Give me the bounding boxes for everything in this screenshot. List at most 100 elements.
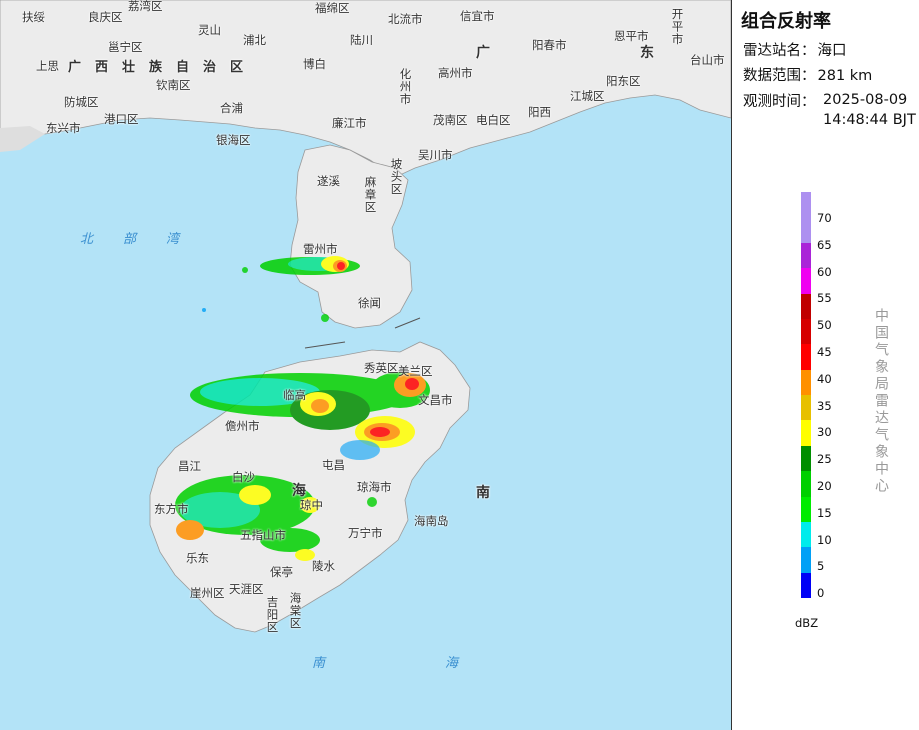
product-title: 组合反射率 xyxy=(741,11,831,32)
place-label: 高州市 xyxy=(438,66,473,80)
legend-swatch xyxy=(801,242,811,269)
legend-swatch xyxy=(801,547,811,573)
legend-unit: dBZ xyxy=(795,616,819,630)
place-label: 信宜市 xyxy=(460,9,495,23)
guangdong-char-2: 东 xyxy=(640,45,654,61)
place-label: 良庆区 xyxy=(88,10,123,24)
leizhou-peninsula xyxy=(289,144,413,329)
place-label: 昌江 xyxy=(178,459,201,473)
place-label: 阳东区 xyxy=(606,74,641,88)
station-label: 雷达站名： xyxy=(743,43,816,59)
legend-tick-label: 25 xyxy=(817,452,832,467)
place-label: 琼中 xyxy=(300,498,323,512)
time-date: 2025-08-09 xyxy=(823,92,908,108)
place-label: 儋州市 xyxy=(225,419,260,433)
legend-tick-label: 60 xyxy=(817,264,832,279)
credit-text: 中国气象局雷达气象中心 xyxy=(873,308,889,495)
echo-southwest-hainan xyxy=(175,475,320,561)
place-label: 开平市 xyxy=(670,8,685,46)
legend-tick-label: 30 xyxy=(817,425,832,440)
place-label: 临高 xyxy=(283,388,306,402)
legend-swatch xyxy=(801,420,811,446)
legend-tick-label: 40 xyxy=(817,371,832,386)
legend-swatch xyxy=(801,521,811,548)
place-label: 邕宁区 xyxy=(108,40,143,54)
dbz-color-legend xyxy=(801,192,811,598)
legend-tick-label: 45 xyxy=(817,345,832,359)
place-label: 北流市 xyxy=(388,12,423,26)
place-label: 陆川 xyxy=(350,33,373,47)
place-label: 港口区 xyxy=(104,112,139,126)
time-row: 观测时间： xyxy=(743,90,816,111)
legend-tick-label: 35 xyxy=(817,398,832,413)
place-label: 台山市 xyxy=(690,53,725,67)
guangxi-region-label: 广西壮族自治区 xyxy=(68,60,258,75)
place-label: 恩平市 xyxy=(614,29,649,43)
place-label: 崖州区 xyxy=(190,586,225,600)
place-label: 化州市 xyxy=(398,68,413,106)
legend-tick-label: 0 xyxy=(817,586,825,601)
place-label: 廉江市 xyxy=(332,116,367,130)
legend-swatch xyxy=(801,471,811,497)
place-label: 钦南区 xyxy=(156,78,191,92)
place-label: 东方市 xyxy=(154,502,189,516)
range-row: 数据范围： 281 km xyxy=(743,64,872,85)
place-label: 五指山市 xyxy=(240,528,286,542)
guangxi-coast xyxy=(0,126,45,152)
map-layer xyxy=(0,0,731,633)
place-label: 东兴市 xyxy=(46,121,81,135)
legend-tick-label: 15 xyxy=(817,505,832,520)
legend-tick-label: 5 xyxy=(817,559,825,574)
hainan-island xyxy=(149,341,471,633)
place-label: 天涯区 xyxy=(229,582,264,596)
legend-tick-label: 10 xyxy=(817,532,832,547)
place-label: 秀英区 xyxy=(364,361,399,375)
legend-swatch xyxy=(801,268,811,294)
place-label: 徐闻 xyxy=(358,296,381,310)
legend-swatch xyxy=(801,572,811,598)
place-label: 阳春市 xyxy=(532,38,567,52)
legend-swatch xyxy=(801,395,811,421)
panel-divider xyxy=(731,0,732,730)
radar-map[interactable]: 广西壮族自治区 北部湾 南海 广 东 海 南 扶绥 良庆区 灵山 福绵区 北流市… xyxy=(0,0,731,730)
echo-leizhou xyxy=(260,256,360,275)
place-label: 上思 xyxy=(36,59,59,73)
place-label: 阳西 xyxy=(528,105,551,119)
place-label: 福绵区 xyxy=(315,1,350,15)
legend-tick-label: 55 xyxy=(817,291,832,306)
beibu-gulf-label: 北部湾 xyxy=(80,232,210,247)
place-label: 防城区 xyxy=(64,95,99,109)
legend-swatch xyxy=(801,293,811,319)
place-label: 扶绥 xyxy=(22,10,45,24)
legend-swatch xyxy=(801,496,811,522)
place-label: 博白 xyxy=(303,57,326,71)
hainan-char-1: 海 xyxy=(292,483,306,499)
place-label: 吉阳区 xyxy=(265,596,280,634)
info-panel: 组合反射率 雷达站名： 海口 数据范围： 281 km 观测时间： 2025-08-… xyxy=(733,0,919,730)
place-label: 吴川市 xyxy=(418,148,453,162)
place-label: 坡头区 xyxy=(389,158,404,196)
place-label: 万宁市 xyxy=(348,526,383,540)
legend-tick-label: 65 xyxy=(817,237,832,252)
place-label: 保亭 xyxy=(270,565,293,579)
place-label: 海棠区 xyxy=(288,592,303,630)
range-value: 281 km xyxy=(817,68,873,84)
place-label: 江城区 xyxy=(570,89,605,103)
place-label: 麻章区 xyxy=(363,176,378,214)
legend-tick-label: 50 xyxy=(817,318,832,333)
place-label: 乐东 xyxy=(186,551,209,565)
place-label: 荔湾区 xyxy=(128,0,163,13)
legend-swatch xyxy=(801,369,811,395)
place-label: 合浦 xyxy=(220,101,243,115)
place-label: 灵山 xyxy=(198,23,221,37)
guangdong-char-1: 广 xyxy=(476,45,490,61)
echo-north-hainan xyxy=(190,372,430,460)
hainan-char-2: 南 xyxy=(476,485,490,501)
legend-swatch xyxy=(801,445,811,472)
time-label: 观测时间： xyxy=(743,94,816,110)
legend-tick-label: 70 xyxy=(817,211,832,225)
place-label: 琼海市 xyxy=(357,480,392,494)
legend-swatch xyxy=(801,217,811,243)
time-clock: 14:48:44 BJT xyxy=(823,112,916,128)
place-label: 文昌市 xyxy=(418,393,453,407)
